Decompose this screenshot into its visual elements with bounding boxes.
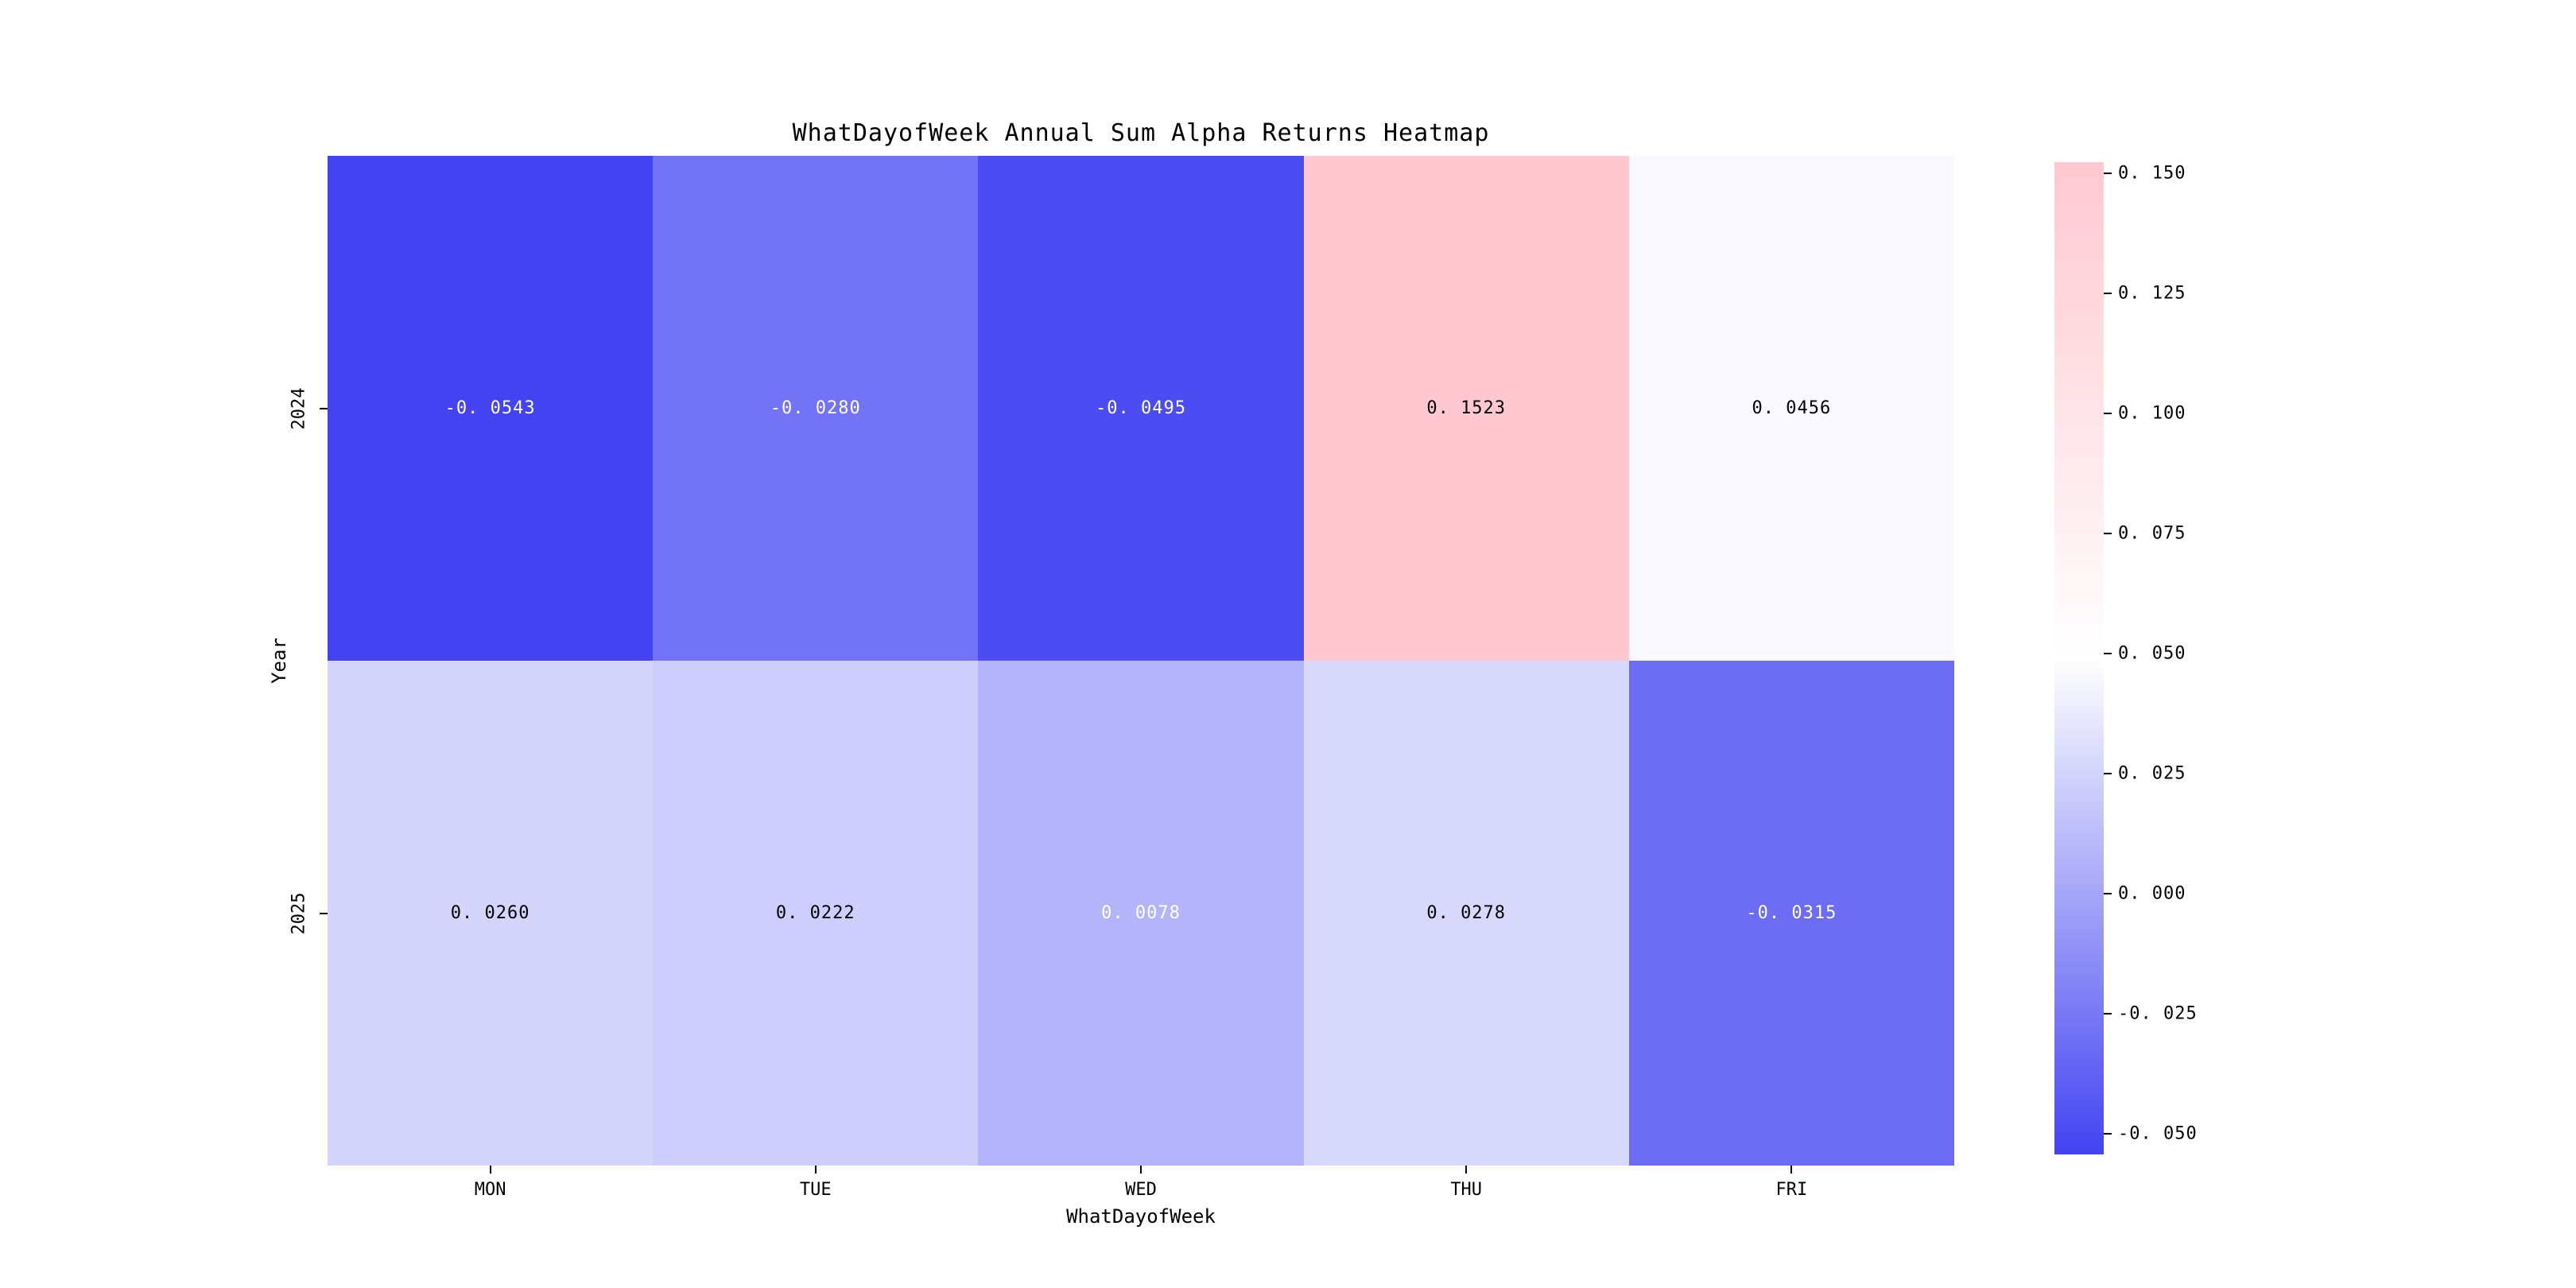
cell-value-label: 0. 1523 bbox=[1426, 398, 1507, 418]
cell-value-label: 0. 0078 bbox=[1101, 903, 1181, 923]
colorbar-tick-label: 0. 075 bbox=[2118, 523, 2186, 544]
colorbar-tick-mark bbox=[2104, 1013, 2112, 1014]
y-tick-label-2025: 2025 bbox=[289, 892, 309, 934]
heatmap-cell-2025-FRI: -0. 0315 bbox=[1628, 661, 1954, 1166]
heatmap-cell-2025-WED: 0. 0078 bbox=[978, 661, 1304, 1166]
x-tick-label-mon: MON bbox=[474, 1180, 506, 1200]
x-tick-mark bbox=[1465, 1166, 1468, 1174]
heatmap-cell-2025-MON: 0. 0260 bbox=[328, 661, 654, 1166]
colorbar-tick-mark bbox=[2104, 772, 2112, 774]
x-tick-label-thu: THU bbox=[1450, 1180, 1483, 1200]
x-tick-mark bbox=[489, 1166, 491, 1174]
colorbar-tick-label: -0. 050 bbox=[2118, 1123, 2198, 1144]
cell-value-label: -0. 0543 bbox=[444, 398, 536, 418]
x-tick-label-fri: FRI bbox=[1775, 1180, 1808, 1200]
cell-value-label: 0. 0456 bbox=[1752, 398, 1832, 418]
y-axis-label: Year bbox=[268, 638, 290, 684]
x-tick-label-wed: WED bbox=[1125, 1180, 1157, 1200]
y-tick-mark bbox=[320, 407, 328, 409]
heatmap-cell-2024-MON: -0. 0543 bbox=[328, 156, 654, 661]
x-tick-label-tue: TUE bbox=[799, 1180, 832, 1200]
colorbar-tick-mark bbox=[2104, 892, 2112, 894]
cell-value-label: 0. 0222 bbox=[775, 903, 855, 923]
y-tick-label-2024: 2024 bbox=[289, 387, 309, 429]
cell-value-label: 0. 0278 bbox=[1426, 903, 1507, 923]
colorbar-tick-label: 0. 125 bbox=[2118, 283, 2186, 304]
cell-value-label: 0. 0260 bbox=[450, 903, 530, 923]
colorbar-tick-label: -0. 025 bbox=[2118, 1003, 2198, 1024]
heatmap-cell-2025-TUE: 0. 0222 bbox=[653, 661, 979, 1166]
x-tick-mark bbox=[814, 1166, 817, 1174]
colorbar-tick-label: 0. 050 bbox=[2118, 643, 2186, 664]
chart-title: WhatDayofWeek Annual Sum Alpha Returns H… bbox=[792, 119, 1490, 147]
cell-value-label: -0. 0495 bbox=[1096, 398, 1186, 418]
heatmap-cell-2024-TUE: -0. 0280 bbox=[653, 156, 979, 661]
colorbar-tick-mark bbox=[2104, 532, 2112, 534]
colorbar-tick-label: 0. 025 bbox=[2118, 763, 2186, 784]
colorbar-tick-mark bbox=[2104, 292, 2112, 294]
colorbar-tick-mark bbox=[2104, 412, 2112, 414]
heatmap-grid: -0. 0543 -0. 0280 -0. 0495 0. 1523 0. 0456 0.… bbox=[328, 156, 1954, 1166]
heatmap-cell-2024-THU: 0. 1523 bbox=[1303, 156, 1629, 661]
y-tick-mark bbox=[320, 912, 328, 914]
cell-value-label: -0. 0315 bbox=[1746, 903, 1837, 923]
colorbar-tick-label: 0. 150 bbox=[2118, 163, 2186, 184]
heatmap-cell-2024-FRI: 0. 0456 bbox=[1628, 156, 1954, 661]
x-tick-mark bbox=[1790, 1166, 1793, 1174]
x-axis-label: WhatDayofWeek bbox=[1066, 1205, 1216, 1228]
cell-value-label: -0. 0280 bbox=[770, 398, 861, 418]
colorbar-tick-mark bbox=[2104, 172, 2112, 174]
colorbar-tick-mark bbox=[2104, 652, 2112, 654]
colorbar-tick-label: 0. 100 bbox=[2118, 403, 2186, 424]
x-tick-mark bbox=[1140, 1166, 1142, 1174]
colorbar bbox=[2054, 162, 2104, 1154]
heatmap-cell-2024-WED: -0. 0495 bbox=[978, 156, 1304, 661]
heatmap-cell-2025-THU: 0. 0278 bbox=[1303, 661, 1629, 1166]
colorbar-tick-label: 0. 000 bbox=[2118, 883, 2186, 904]
colorbar-tick-mark bbox=[2104, 1133, 2112, 1135]
